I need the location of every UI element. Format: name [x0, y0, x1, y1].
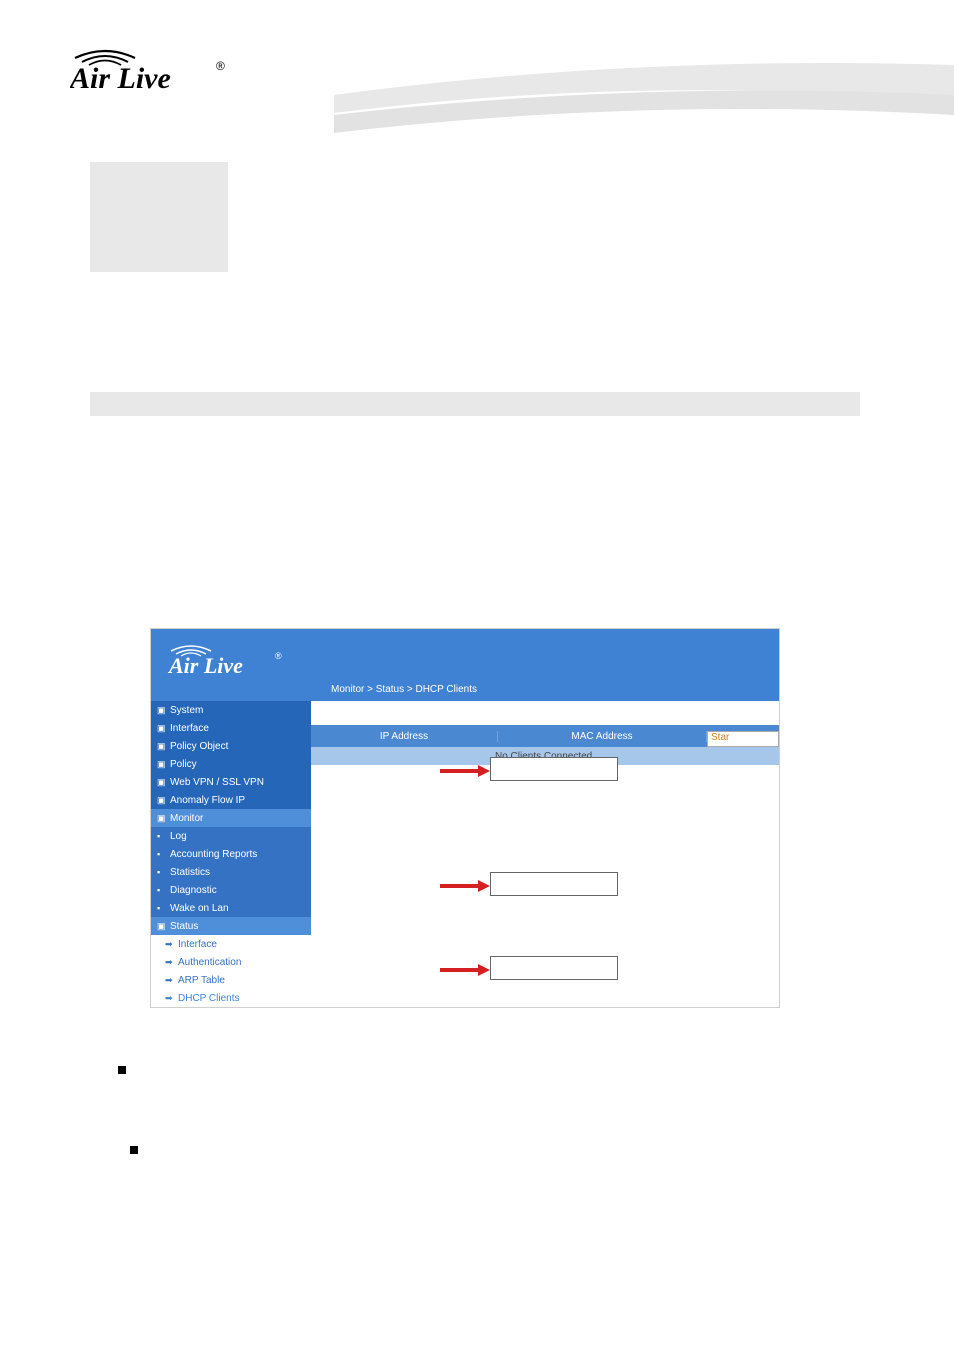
svg-text:®: ®: [216, 59, 225, 73]
tree-icon: ▪: [157, 885, 167, 895]
gray-block: [90, 162, 228, 272]
breadcrumb: Monitor > Status > DHCP Clients: [331, 684, 477, 695]
sidebar-item[interactable]: ➡Authentication: [151, 953, 311, 971]
bullet-row: [118, 1066, 136, 1074]
sidebar-item[interactable]: ▪Accounting Reports: [151, 845, 311, 863]
sidebar-label: Monitor: [170, 813, 203, 824]
bullet-row: [130, 1146, 148, 1154]
arrow-icon: [440, 879, 490, 893]
sidebar-label: Wake on Lan: [170, 903, 229, 914]
sidebar-label: ARP Table: [178, 975, 225, 986]
sidebar-label: Web VPN / SSL VPN: [170, 777, 264, 788]
sidebar-item[interactable]: ▣Interface: [151, 719, 311, 737]
sidebar-label: Interface: [170, 723, 209, 734]
tree-icon: ▣: [157, 777, 167, 788]
sidebar-label: DHCP Clients: [178, 993, 240, 1004]
bullet-icon: [130, 1146, 138, 1154]
sidebar-item[interactable]: ▪Statistics: [151, 863, 311, 881]
tree-icon: ▣: [157, 705, 167, 716]
sidebar-item[interactable]: ▣Policy: [151, 755, 311, 773]
sidebar: ▣System▣Interface▣Policy Object▣Policy▣W…: [151, 701, 311, 1007]
col-mac: MAC Address: [497, 731, 707, 742]
callout-box: [490, 956, 618, 980]
router-screenshot: Air Live ® Monitor > Status > DHCP Clien…: [150, 628, 780, 1008]
tree-icon: ▣: [157, 921, 167, 932]
callout-box: [490, 757, 618, 781]
sidebar-item[interactable]: ➡Interface: [151, 935, 311, 953]
gray-bar: [90, 392, 860, 416]
table-header: IP Address MAC Address Star: [311, 725, 779, 747]
tree-icon: ▪: [157, 903, 167, 913]
sidebar-label: System: [170, 705, 203, 716]
tree-icon: ▪: [157, 849, 167, 859]
tree-icon: ➡: [165, 993, 175, 1004]
sidebar-label: Anomaly Flow IP: [170, 795, 245, 806]
sidebar-item[interactable]: ▣Status: [151, 917, 311, 935]
sidebar-label: Authentication: [178, 957, 241, 968]
sidebar-label: Status: [170, 921, 198, 932]
arrow-icon: [440, 963, 490, 977]
sc-header: Air Live ® Monitor > Status > DHCP Clien…: [151, 629, 779, 701]
tree-icon: ▣: [157, 723, 167, 734]
sc-body: ▣System▣Interface▣Policy Object▣Policy▣W…: [151, 701, 779, 1007]
tree-icon: ➡: [165, 957, 175, 968]
svg-text:Air Live: Air Live: [167, 653, 243, 678]
sidebar-label: Interface: [178, 939, 217, 950]
sidebar-item[interactable]: ➡ARP Table: [151, 971, 311, 989]
page-header: Air Live ®: [0, 0, 954, 120]
tree-icon: ▣: [157, 741, 167, 752]
sidebar-item[interactable]: ▪Wake on Lan: [151, 899, 311, 917]
bullet-icon: [118, 1066, 126, 1074]
col-sta: Star: [707, 731, 779, 747]
callout-box: [490, 872, 618, 896]
sidebar-label: Accounting Reports: [170, 849, 257, 860]
sc-logo: Air Live ®: [165, 637, 310, 684]
header-swoosh: [334, 55, 954, 135]
sidebar-item[interactable]: ➡DHCP Clients: [151, 989, 311, 1007]
sidebar-label: Policy: [170, 759, 197, 770]
airlive-logo: Air Live ®: [70, 40, 270, 100]
tree-icon: ➡: [165, 975, 175, 986]
sidebar-item[interactable]: ▣Anomaly Flow IP: [151, 791, 311, 809]
arrow-icon: [440, 764, 490, 778]
sidebar-item[interactable]: ▣Monitor: [151, 809, 311, 827]
sidebar-item[interactable]: ▣Web VPN / SSL VPN: [151, 773, 311, 791]
tree-icon: ▣: [157, 759, 167, 770]
sidebar-label: Policy Object: [170, 741, 228, 752]
tree-icon: ▪: [157, 831, 167, 841]
svg-text:Air Live: Air Live: [70, 62, 171, 95]
sidebar-item[interactable]: ▪Log: [151, 827, 311, 845]
sidebar-label: Diagnostic: [170, 885, 217, 896]
tree-icon: ▣: [157, 813, 167, 824]
sidebar-item[interactable]: ▣System: [151, 701, 311, 719]
tree-icon: ▪: [157, 867, 167, 877]
sidebar-item[interactable]: ▣Policy Object: [151, 737, 311, 755]
sidebar-item[interactable]: ▪Diagnostic: [151, 881, 311, 899]
col-ip: IP Address: [311, 731, 497, 742]
sidebar-label: Statistics: [170, 867, 210, 878]
svg-text:®: ®: [275, 651, 282, 661]
tree-icon: ➡: [165, 939, 175, 950]
tree-icon: ▣: [157, 795, 167, 806]
sidebar-label: Log: [170, 831, 187, 842]
